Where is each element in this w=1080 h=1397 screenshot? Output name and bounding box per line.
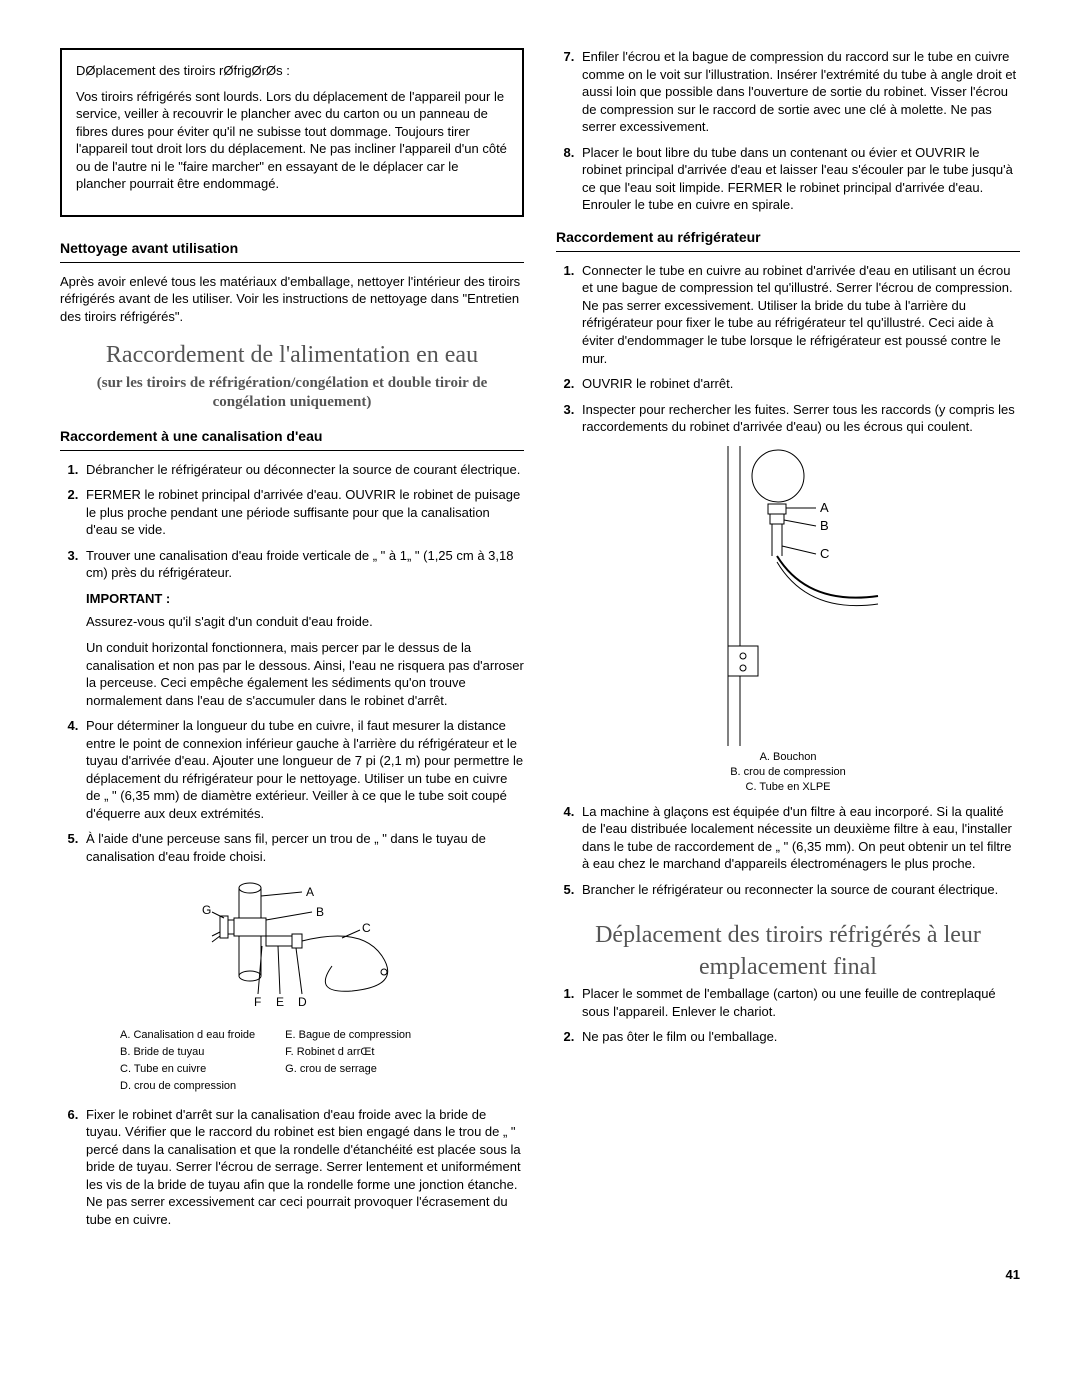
legend2-b: B. crou de compression	[556, 765, 1020, 780]
canalisation-list: Débrancher le réfrigérateur ou déconnect…	[60, 461, 524, 582]
canalisation-heading: Raccordement à une canalisation d'eau	[60, 427, 524, 451]
legend-d: D. crou de compression	[120, 1079, 255, 1094]
page: DØplacement des tiroirs rØfrigØrØs : Vos…	[60, 48, 1020, 1236]
legend-c: C. Tube en cuivre	[120, 1062, 255, 1077]
refrig-list: Connecter le tube en cuivre au robinet d…	[556, 262, 1020, 436]
canalisation-list-4: Enfiler l'écrou et la bague de compressi…	[556, 48, 1020, 214]
step-7: Enfiler l'écrou et la bague de compressi…	[578, 48, 1020, 136]
refrig-step-5: Brancher le réfrigérateur ou reconnecter…	[578, 881, 1020, 899]
box-title: DØplacement des tiroirs rØfrigØrØs :	[76, 62, 508, 80]
dep-step-2: Ne pas ôter le film ou l'emballage.	[578, 1028, 1020, 1046]
deplacement-title: Déplacement des tiroirs réfrigérés à leu…	[556, 919, 1020, 984]
step-4: Pour déterminer la longueur du tube en c…	[82, 717, 524, 822]
figure2-legend: A. Bouchon B. crou de compression C. Tub…	[556, 750, 1020, 795]
step-3: Trouver une canalisation d'eau froide ve…	[82, 547, 524, 582]
refrig-step-1: Connecter le tube en cuivre au robinet d…	[578, 262, 1020, 367]
svg-text:G: G	[202, 903, 211, 917]
svg-text:E: E	[276, 995, 284, 1009]
canalisation-list-2: Pour déterminer la longueur du tube en c…	[60, 717, 524, 865]
nettoyage-body: Après avoir enlevé tous les matériaux d'…	[60, 273, 524, 326]
svg-text:B: B	[820, 518, 829, 533]
important-label: IMPORTANT :	[86, 590, 524, 608]
raccordement-subtitle: (sur les tiroirs de réfrigération/congél…	[60, 374, 524, 413]
legend-f: F. Robinet d arrŒt	[285, 1045, 411, 1060]
refrig-heading: Raccordement au réfrigérateur	[556, 228, 1020, 252]
step-6: Fixer le robinet d'arrêt sur la canalisa…	[82, 1106, 524, 1229]
refrig-list-2: La machine à glaçons est équipée d'un fi…	[556, 803, 1020, 899]
box-body: Vos tiroirs réfrigérés sont lourds. Lors…	[76, 88, 508, 193]
legend-a: A. Canalisation d eau froide	[120, 1028, 255, 1043]
svg-text:B: B	[316, 905, 324, 919]
step-8: Placer le bout libre du tube dans un con…	[578, 144, 1020, 214]
svg-text:C: C	[820, 546, 829, 561]
svg-text:C: C	[362, 921, 371, 935]
left-column: DØplacement des tiroirs rØfrigØrØs : Vos…	[60, 48, 524, 1236]
legend2-c: C. Tube en XLPE	[556, 780, 1020, 795]
canalisation-list-3: Fixer le robinet d'arrêt sur la canalisa…	[60, 1106, 524, 1229]
important-2: Un conduit horizontal fonctionnera, mais…	[86, 639, 524, 709]
refrig-step-4: La machine à glaçons est équipée d'un fi…	[578, 803, 1020, 873]
figure-1: A B C D E F G	[60, 876, 524, 1021]
warning-box: DØplacement des tiroirs rØfrigØrØs : Vos…	[60, 48, 524, 217]
legend-e: E. Bague de compression	[285, 1028, 411, 1043]
page-number: 41	[60, 1266, 1020, 1284]
figure1-legend: A. Canalisation d eau froide B. Bride de…	[120, 1028, 524, 1095]
figure-2: A B C A. Bouchon B. crou de compression …	[556, 446, 1020, 795]
step-5: À l'aide d'une perceuse sans fil, percer…	[82, 830, 524, 865]
refrig-step-3: Inspecter pour rechercher les fuites. Se…	[578, 401, 1020, 436]
svg-text:D: D	[298, 995, 307, 1009]
right-column: Enfiler l'écrou et la bague de compressi…	[556, 48, 1020, 1236]
legend2-a: A. Bouchon	[556, 750, 1020, 765]
raccordement-title: Raccordement de l'alimentation en eau	[60, 339, 524, 371]
svg-text:A: A	[820, 500, 829, 515]
svg-text:A: A	[306, 885, 314, 899]
svg-text:F: F	[254, 995, 261, 1009]
important-1: Assurez-vous qu'il s'agit d'un conduit d…	[86, 613, 524, 631]
dep-step-1: Placer le sommet de l'emballage (carton)…	[578, 985, 1020, 1020]
step-2: FERMER le robinet principal d'arrivée d'…	[82, 486, 524, 539]
fridge-connection-icon: A B C	[668, 446, 908, 746]
deplacement-list: Placer le sommet de l'emballage (carton)…	[556, 985, 1020, 1046]
pipe-diagram-icon: A B C D E F G	[162, 876, 422, 1016]
refrig-step-2: OUVRIR le robinet d'arrêt.	[578, 375, 1020, 393]
legend-g: G. crou de serrage	[285, 1062, 411, 1077]
step-1: Débrancher le réfrigérateur ou déconnect…	[82, 461, 524, 479]
legend-b: B. Bride de tuyau	[120, 1045, 255, 1060]
nettoyage-heading: Nettoyage avant utilisation	[60, 239, 524, 263]
